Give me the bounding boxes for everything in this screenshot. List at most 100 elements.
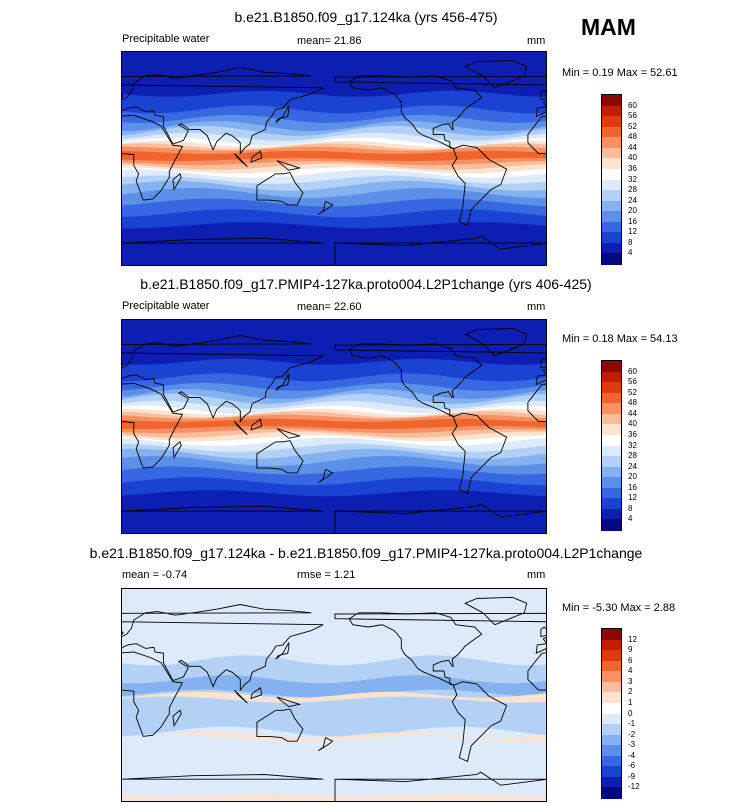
colorbar-swatch [602, 519, 621, 531]
colorbar-tick-label: 8 [628, 237, 633, 247]
field-band [122, 675, 546, 698]
colorbar-tick-label: 40 [628, 419, 637, 429]
colorbar-swatch [602, 232, 621, 244]
colorbar-tick-label: 44 [628, 408, 637, 418]
colorbar-tick-label: 28 [628, 185, 637, 195]
colorbar-tick-label: 3 [628, 676, 633, 686]
colorbar-swatch [602, 137, 621, 149]
panel1-minmax: Min = 0.19 Max = 52.61 [562, 67, 678, 79]
field-band [122, 794, 546, 801]
coastline [318, 736, 334, 752]
coastline [540, 626, 546, 638]
coastline [527, 383, 546, 422]
coastline [172, 441, 182, 459]
coastline [250, 686, 263, 700]
field-band [122, 732, 546, 742]
colorbar-tick-label: -3 [628, 740, 636, 750]
coastline [540, 357, 546, 369]
field-band [122, 691, 546, 703]
season-label: MAM [581, 14, 636, 40]
colorbar-swatch [602, 671, 621, 683]
colorbar-swatch [602, 629, 621, 641]
panel3-map [121, 588, 547, 802]
colorbar-swatch [602, 126, 621, 138]
coastline [276, 160, 302, 171]
colorbar-tick-label: -6 [628, 761, 636, 771]
colorbar-swatch [602, 116, 621, 128]
coastline [318, 200, 334, 215]
colorbar-swatch [602, 766, 621, 778]
colorbar-swatch [602, 424, 621, 436]
coastline [256, 708, 304, 742]
colorbar-tick-label: 16 [628, 482, 637, 492]
colorbar-swatch [602, 413, 621, 425]
coastline [276, 428, 302, 439]
coastline [540, 89, 546, 101]
colorbar-swatch [602, 221, 621, 233]
coastline [275, 373, 290, 391]
colorbar-tick-label: 56 [628, 111, 637, 121]
coastline [348, 612, 483, 686]
coastline [527, 115, 546, 154]
colorbar-swatch [602, 179, 621, 191]
colorbar-tick-label: 4 [628, 666, 633, 676]
coastline [122, 237, 324, 244]
colorbar-swatch [602, 724, 621, 736]
colorbar-tick-label: 16 [628, 216, 637, 226]
colorbar-swatch [602, 158, 621, 170]
coastline [464, 327, 528, 357]
colorbar-tick-label: 20 [628, 472, 637, 482]
colorbar-swatch [602, 508, 621, 521]
colorbar-tick-label: 4 [628, 248, 633, 258]
colorbar-swatch [602, 168, 621, 181]
panel2-mean: mean= 22.60 [297, 301, 362, 313]
field-band [122, 715, 546, 731]
coastline [172, 173, 182, 191]
panel3-field [122, 589, 546, 801]
panel1-mean: mean= 21.86 [297, 35, 362, 47]
coastline [276, 696, 302, 708]
panel3-rmse: rmse = 1.21 [297, 569, 356, 581]
coastline [122, 114, 184, 201]
coastline [464, 596, 528, 626]
panel2-units: mm [527, 301, 546, 313]
colorbar-swatch [602, 776, 621, 789]
colorbar-tick-label: 28 [628, 451, 637, 461]
panel1-colorbar [601, 94, 622, 265]
coastline [122, 774, 324, 780]
colorbar-swatch [602, 745, 621, 757]
coastline [234, 421, 248, 436]
coastline [318, 468, 334, 483]
coastline [122, 335, 324, 423]
panel1-map [121, 51, 547, 266]
colorbar-swatch [602, 639, 621, 651]
colorbar-tick-label: 36 [628, 429, 637, 439]
panel1-variable-label: Precipitable water [122, 33, 210, 45]
colorbar-tick-label: 12 [628, 227, 637, 237]
colorbar-tick-label: 8 [628, 503, 633, 513]
coastline [256, 440, 304, 474]
colorbar-tick-label: 40 [628, 153, 637, 163]
colorbar-tick-label: -2 [628, 729, 636, 739]
coastline [122, 67, 324, 155]
field-band [122, 150, 546, 161]
coastline [451, 681, 508, 763]
colorbar-swatch [602, 253, 621, 265]
field-band [122, 418, 546, 429]
colorbar-swatch [602, 755, 621, 767]
colorbar-tick-label: 24 [628, 195, 637, 205]
colorbar-swatch [602, 242, 621, 255]
colorbar-tick-label: 52 [628, 121, 637, 131]
colorbar-tick-label: 0 [628, 708, 633, 718]
colorbar-tick-label: 32 [628, 174, 637, 184]
coastline [172, 709, 182, 728]
colorbar-tick-label: 2 [628, 687, 633, 697]
coastline [250, 418, 263, 431]
coastline [348, 75, 483, 150]
colorbar-tick-label: 56 [628, 377, 637, 387]
colorbar-swatch [602, 702, 621, 715]
coastline [250, 150, 263, 163]
colorbar-swatch [602, 147, 621, 159]
colorbar-tick-label: 44 [628, 142, 637, 152]
colorbar-tick-label: 48 [628, 132, 637, 142]
